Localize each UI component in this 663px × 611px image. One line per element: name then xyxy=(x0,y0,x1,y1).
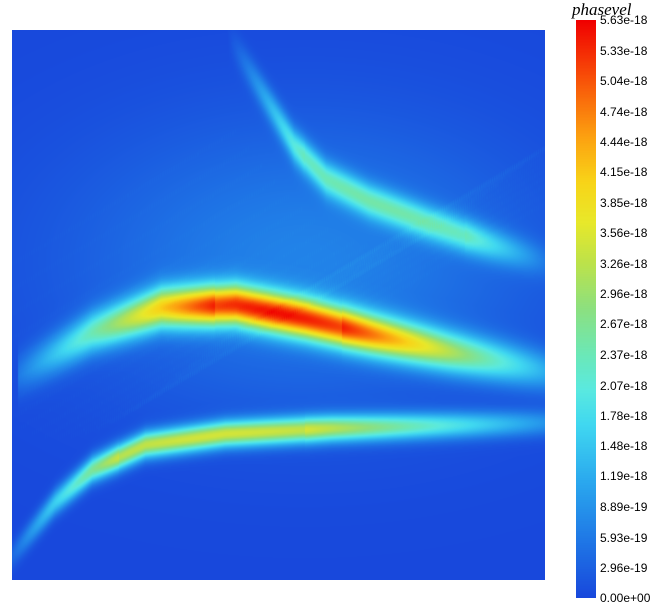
heatmap-chart xyxy=(12,30,545,580)
colorbar xyxy=(576,20,596,598)
colorbar-tick-label: 2.07e-18 xyxy=(600,379,647,393)
colorbar-tick-label: 3.85e-18 xyxy=(600,196,647,210)
colorbar-tick-label: 4.15e-18 xyxy=(600,165,647,179)
colorbar-tick-label: 5.93e-19 xyxy=(600,531,647,545)
colorbar-tick-label: 5.63e-18 xyxy=(600,13,647,27)
colorbar-tick-label: 4.74e-18 xyxy=(600,105,647,119)
colorbar-tick-label: 5.04e-18 xyxy=(600,74,647,88)
colorbar-tick-label: 1.48e-18 xyxy=(600,439,647,453)
colorbar-tick-label: 2.67e-18 xyxy=(600,317,647,331)
colorbar-tick-label: 2.96e-18 xyxy=(600,287,647,301)
colorbar-tick-label: 0.00e+00 xyxy=(600,591,650,605)
heatmap-canvas xyxy=(12,30,545,580)
colorbar-tick-label: 5.33e-18 xyxy=(600,44,647,58)
colorbar-tick-label: 4.44e-18 xyxy=(600,135,647,149)
colorbar-tick-label: 3.56e-18 xyxy=(600,226,647,240)
colorbar-tick-label: 1.78e-18 xyxy=(600,409,647,423)
colorbar-tick-label: 2.96e-19 xyxy=(600,561,647,575)
colorbar-tick-label: 3.26e-18 xyxy=(600,257,647,271)
colorbar-tick-label: 8.89e-19 xyxy=(600,500,647,514)
colorbar-tick-label: 2.37e-18 xyxy=(600,348,647,362)
colorbar-tick-label: 1.19e-18 xyxy=(600,469,647,483)
